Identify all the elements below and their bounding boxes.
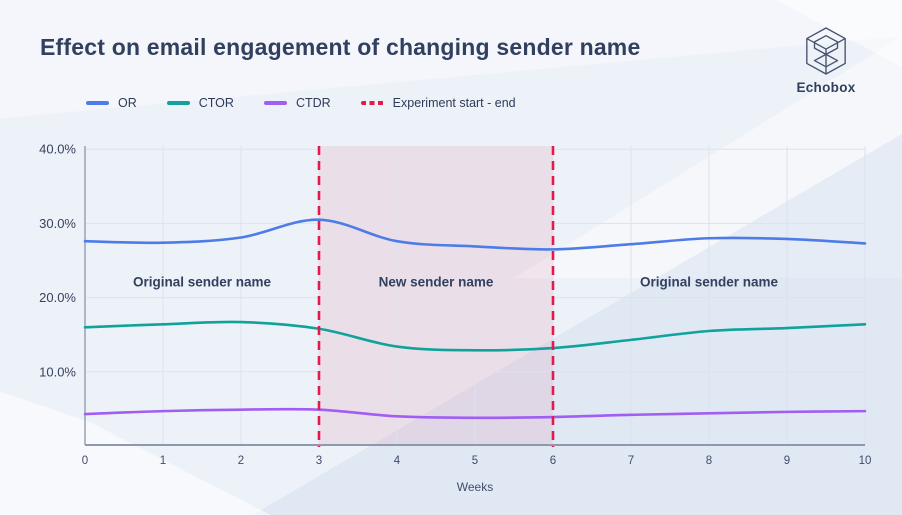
x-tick-label: 8 <box>706 455 712 467</box>
echobox-logo-icon <box>806 27 846 75</box>
brand-name: Echobox <box>796 80 856 95</box>
x-tick-label: 1 <box>160 455 166 467</box>
y-tick-label: 10.0% <box>39 364 76 379</box>
experiment-dashed-swatch-icon <box>360 101 384 105</box>
x-tick-label: 4 <box>394 455 401 467</box>
ctor-line-swatch-icon <box>166 101 190 105</box>
phase-annotation: Original sender name <box>133 275 272 290</box>
legend-label: OR <box>118 96 137 110</box>
x-tick-label: 6 <box>550 455 556 467</box>
series-line-or <box>83 218 867 251</box>
x-tick-label: 9 <box>784 455 790 467</box>
chart-legend: OR CTOR CTDR Experiment start - end <box>86 96 516 110</box>
y-tick-label: 40.0% <box>39 142 76 157</box>
x-tick-label: 2 <box>238 455 244 467</box>
x-tick-label: 7 <box>628 455 634 467</box>
legend-label: Experiment start - end <box>392 96 516 110</box>
x-tick-label: 3 <box>316 455 322 467</box>
brand-block: Echobox <box>778 26 874 95</box>
experiment-band <box>319 146 553 445</box>
y-tick-label: 30.0% <box>39 216 76 231</box>
page-title: Effect on email engagement of changing s… <box>40 34 641 60</box>
legend-label: CTDR <box>295 96 331 110</box>
x-tick-label: 5 <box>472 455 478 467</box>
legend-item-ctor[interactable]: CTOR <box>166 96 234 110</box>
series-line-ctdr <box>83 407 867 420</box>
legend-item-or[interactable]: OR <box>86 96 137 110</box>
legend-label: CTOR <box>198 96 234 110</box>
phase-annotation: Original sender name <box>640 275 779 290</box>
y-tick-label: 20.0% <box>39 290 76 305</box>
series-line-ctor <box>83 320 867 352</box>
x-tick-label: 10 <box>859 455 872 467</box>
phase-annotation: New sender name <box>379 275 494 290</box>
or-line-swatch-icon <box>86 101 109 105</box>
ctdr-line-swatch-icon <box>263 101 287 105</box>
legend-item-ctdr[interactable]: CTDR <box>263 96 331 110</box>
legend-item-experiment[interactable]: Experiment start - end <box>360 96 516 110</box>
x-tick-label: 0 <box>82 455 88 467</box>
x-axis-title: Weeks <box>457 480 493 494</box>
